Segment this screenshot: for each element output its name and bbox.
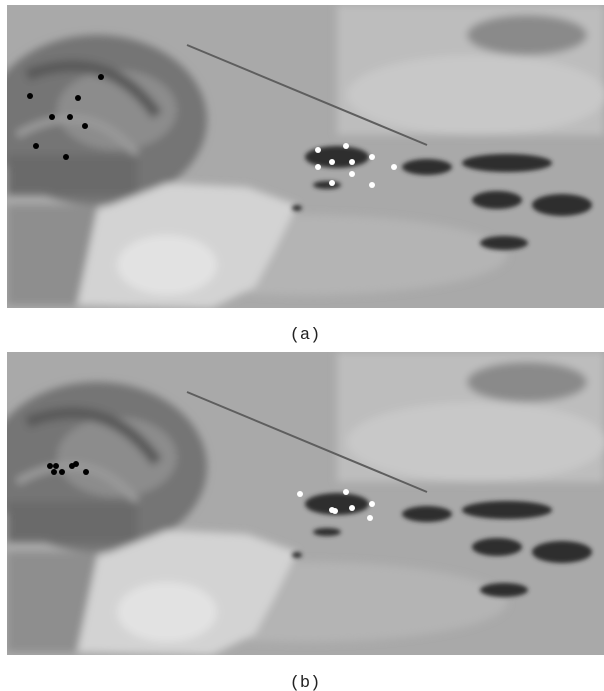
caption: (a)	[290, 326, 321, 345]
panel-a	[0, 5, 604, 308]
figure: (a) (b)	[0, 0, 604, 691]
panel-b	[0, 352, 604, 655]
caption: (b)	[290, 674, 321, 691]
